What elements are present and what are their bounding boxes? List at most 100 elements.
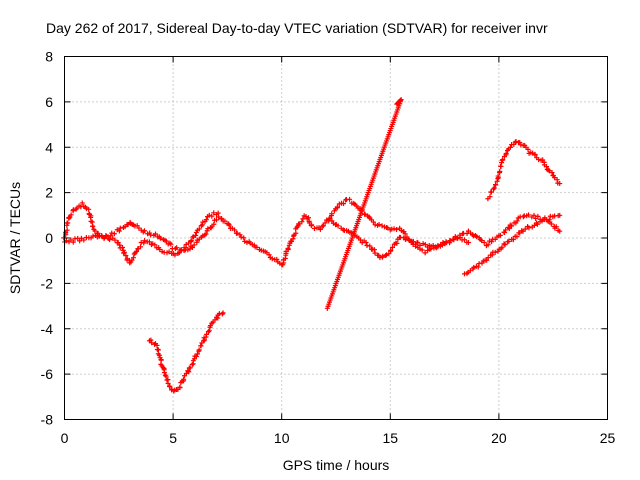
data-point <box>188 238 194 244</box>
data-point <box>163 238 169 244</box>
data-point <box>158 357 164 363</box>
data-point <box>507 144 513 150</box>
data-point <box>120 244 126 250</box>
data-point <box>490 186 496 192</box>
data-point <box>391 226 397 232</box>
data-point <box>557 212 563 218</box>
data-point <box>189 245 195 251</box>
data-point <box>467 268 473 274</box>
data-point <box>502 242 508 248</box>
data-point <box>510 237 516 243</box>
data-point <box>514 218 520 224</box>
data-point <box>109 230 115 236</box>
data-point <box>174 245 180 251</box>
data-point <box>193 354 199 360</box>
data-point <box>206 328 212 334</box>
data-point <box>335 223 341 229</box>
data-point <box>149 340 155 346</box>
data-point <box>238 234 244 240</box>
data-point <box>336 201 342 207</box>
y-tick-label: 4 <box>45 139 53 155</box>
data-point <box>70 239 76 245</box>
x-tick-label: 5 <box>169 430 177 446</box>
data-point <box>335 204 341 210</box>
x-tick-label: 15 <box>383 430 399 446</box>
data-point <box>306 215 312 221</box>
data-point <box>320 223 326 229</box>
x-tick-label: 25 <box>600 430 616 446</box>
data-point <box>290 233 296 239</box>
data-point <box>471 264 477 270</box>
data-point <box>146 239 152 245</box>
data-point <box>156 352 162 358</box>
data-point <box>367 243 373 249</box>
data-point <box>326 216 332 222</box>
data-point <box>553 224 559 230</box>
data-point <box>162 372 168 378</box>
data-point <box>531 212 537 218</box>
data-point <box>212 317 218 323</box>
data-point <box>487 194 493 200</box>
data-point <box>376 222 382 228</box>
data-point <box>422 241 428 247</box>
data-point <box>116 228 122 234</box>
data-point <box>329 211 335 217</box>
data-point <box>203 217 209 223</box>
data-point <box>509 223 515 229</box>
data-point <box>498 163 504 169</box>
data-point <box>513 139 519 144</box>
data-point <box>544 164 550 170</box>
data-point <box>503 227 509 233</box>
data-point <box>485 255 491 261</box>
data-point <box>475 264 481 270</box>
data-point <box>153 231 159 237</box>
data-point <box>81 237 87 243</box>
data-point <box>177 384 183 390</box>
data-point <box>181 376 187 382</box>
data-point <box>168 241 174 247</box>
data-point <box>317 226 323 232</box>
data-point <box>525 146 531 152</box>
data-point <box>198 343 204 349</box>
data-point <box>341 201 347 207</box>
data-point <box>107 237 113 243</box>
data-point <box>99 233 105 239</box>
data-point <box>254 244 260 250</box>
data-point <box>167 240 173 246</box>
data-point <box>547 168 553 174</box>
data-point <box>461 237 467 243</box>
data-point <box>506 238 512 244</box>
data-point <box>495 173 501 179</box>
data-point <box>130 255 136 261</box>
data-point <box>532 152 538 158</box>
data-point <box>492 249 498 255</box>
grid <box>64 56 608 420</box>
data-point <box>347 196 353 202</box>
data-point <box>388 247 394 253</box>
data-point <box>172 252 178 258</box>
data-point <box>363 239 369 245</box>
data-point <box>481 240 487 246</box>
data-point <box>196 226 202 232</box>
y-tick-label: -2 <box>41 275 54 291</box>
data-point <box>520 214 526 220</box>
data-point <box>232 227 238 233</box>
data-point <box>383 252 389 258</box>
data-point <box>557 181 563 187</box>
data-point <box>308 223 314 229</box>
data-point <box>502 229 508 235</box>
data-point <box>447 238 453 244</box>
data-point <box>474 234 480 240</box>
data-point <box>204 331 210 337</box>
data-point <box>220 310 226 316</box>
data-point <box>241 235 247 241</box>
data-point <box>214 217 220 223</box>
y-tick-label: -8 <box>41 412 54 428</box>
data-point <box>191 242 197 248</box>
y-tick-label: -4 <box>41 321 54 337</box>
data-point <box>312 225 318 231</box>
plot-frame <box>64 56 608 420</box>
data-point <box>497 169 503 175</box>
x-axis-label: GPS time / hours <box>283 457 390 473</box>
